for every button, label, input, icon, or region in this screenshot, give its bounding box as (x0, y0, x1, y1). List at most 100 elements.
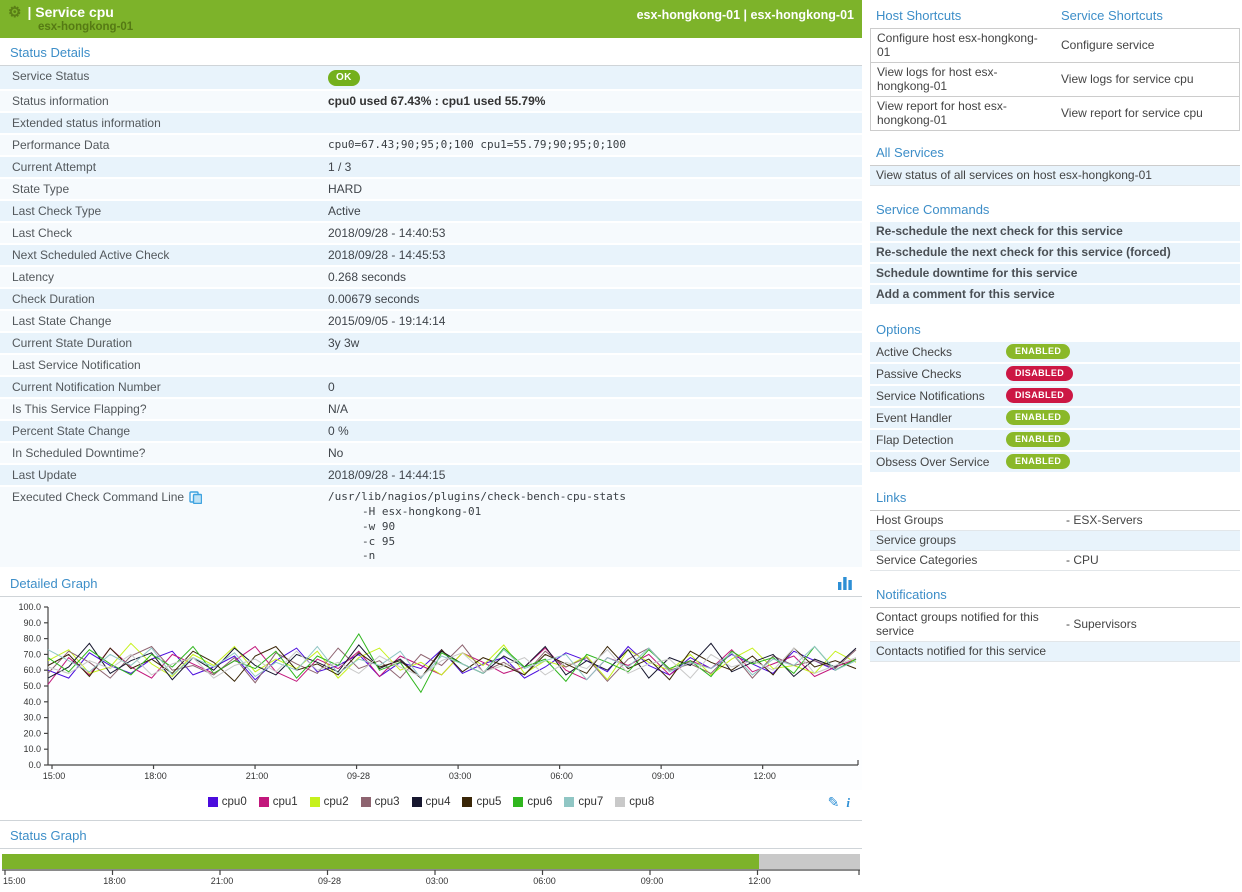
legend-swatch (310, 797, 320, 807)
link-row-label: Service Categories (876, 553, 1066, 567)
legend-item-cpu1: cpu1 (259, 796, 298, 808)
status-row-label: Extended status information (0, 116, 328, 130)
svg-text:10.0: 10.0 (23, 744, 41, 754)
status-row: Last Check TypeActive (0, 201, 862, 221)
gear-icon[interactable]: ⚙ (8, 5, 21, 20)
status-row-value: 2018/09/28 - 14:45:53 (328, 248, 453, 262)
legend-swatch (412, 797, 422, 807)
option-state-badge[interactable]: DISABLED (1006, 388, 1073, 403)
option-state-badge[interactable]: ENABLED (1006, 432, 1070, 447)
host-shortcut-link[interactable]: View report for host esx-hongkong-01 (871, 97, 1056, 131)
notification-row-label: Contacts notified for this service (876, 644, 1066, 658)
status-row: Current Attempt1 / 3 (0, 157, 862, 177)
svg-text:09:00: 09:00 (641, 876, 664, 886)
status-row-label: Status information (0, 94, 328, 108)
status-row-value: 2018/09/28 - 14:44:15 (328, 468, 453, 482)
svg-text:18:00: 18:00 (103, 876, 126, 886)
svg-text:09-28: 09-28 (347, 771, 370, 781)
svg-text:15:00: 15:00 (3, 876, 26, 886)
legend-swatch (259, 797, 269, 807)
status-row-value: OK (328, 69, 368, 86)
all-services-link[interactable]: View status of all services on host esx-… (870, 165, 1240, 186)
service-shortcut-link[interactable]: View logs for service cpu (1055, 63, 1240, 97)
shortcut-row: Configure host esx-hongkong-01Configure … (871, 29, 1240, 63)
status-row-label: State Type (0, 182, 328, 196)
status-row-value: No (328, 446, 351, 460)
svg-text:40.0: 40.0 (23, 697, 41, 707)
service-shortcut-link[interactable]: View report for service cpu (1055, 97, 1240, 131)
svg-text:03:00: 03:00 (426, 876, 449, 886)
status-row-label: Latency (0, 270, 328, 284)
notifications-list: Contact groups notified for this service… (870, 607, 1240, 662)
status-row: Current State Duration3y 3w (0, 333, 862, 353)
options-list: Active ChecksENABLEDPassive ChecksDISABL… (870, 342, 1240, 474)
host-subtitle: esx-hongkong-01 (38, 21, 854, 33)
svg-text:80.0: 80.0 (23, 634, 41, 644)
info-row: Contact groups notified for this service… (870, 607, 1240, 642)
bar-chart-icon[interactable] (838, 577, 852, 590)
legend-swatch (208, 797, 218, 807)
option-row: Obsess Over ServiceENABLED (870, 452, 1240, 474)
option-state-badge[interactable]: ENABLED (1006, 344, 1070, 359)
status-row-label: Current State Duration (0, 336, 328, 350)
svg-text:12:00: 12:00 (748, 876, 771, 886)
option-row: Event HandlerENABLED (870, 408, 1240, 430)
status-row-value: 1 / 3 (328, 160, 359, 174)
status-details-table: Service StatusOKStatus informationcpu0 u… (0, 66, 862, 567)
legend-item-cpu2: cpu2 (310, 796, 349, 808)
service-shortcut-link[interactable]: Configure service (1055, 29, 1240, 63)
host-shortcut-link[interactable]: View logs for host esx-hongkong-01 (871, 63, 1056, 97)
svg-text:30.0: 30.0 (23, 713, 41, 723)
status-row: State TypeHARD (0, 179, 862, 199)
status-row: Latency0.268 seconds (0, 267, 862, 287)
option-row: Passive ChecksDISABLED (870, 364, 1240, 386)
status-details-heading: Status Details (10, 45, 90, 60)
service-command-link[interactable]: Add a comment for this service (870, 285, 1240, 306)
option-state-badge[interactable]: ENABLED (1006, 454, 1070, 469)
shortcut-row: View report for host esx-hongkong-01View… (871, 97, 1240, 131)
link-row-value[interactable]: - CPU (1066, 553, 1099, 567)
status-row-value: HARD (328, 182, 370, 196)
option-label: Obsess Over Service (876, 455, 1006, 469)
svg-text:60.0: 60.0 (23, 665, 41, 675)
status-row: Next Scheduled Active Check2018/09/28 - … (0, 245, 862, 265)
status-row-value: cpu0 used 67.43% : cpu1 used 55.79% (328, 94, 553, 108)
status-row: Status informationcpu0 used 67.43% : cpu… (0, 91, 862, 111)
option-row: Active ChecksENABLED (870, 342, 1240, 364)
info-row: Contacts notified for this service (870, 642, 1240, 662)
legend-swatch (513, 797, 523, 807)
svg-text:21:00: 21:00 (246, 771, 269, 781)
host-shortcut-link[interactable]: Configure host esx-hongkong-01 (871, 29, 1056, 63)
host-shortcuts-heading[interactable]: Host Shortcuts (870, 2, 1055, 28)
status-details-section: Status Details Service StatusOKStatus in… (0, 38, 862, 567)
option-state-badge[interactable]: ENABLED (1006, 410, 1070, 425)
header-host-breadcrumb: esx-hongkong-01 | esx-hongkong-01 (637, 8, 854, 22)
status-row: Check Duration0.00679 seconds (0, 289, 862, 309)
option-state-badge[interactable]: DISABLED (1006, 366, 1073, 381)
pencil-icon[interactable]: ✎ (828, 794, 840, 811)
legend-item-cpu6: cpu6 (513, 796, 552, 808)
status-row-label: In Scheduled Downtime? (0, 446, 328, 460)
option-label: Passive Checks (876, 367, 1006, 381)
status-row-label: Last Service Notification (0, 358, 328, 372)
series-cpu6 (48, 634, 856, 692)
notification-row-label: Contact groups notified for this service (876, 610, 1066, 638)
svg-text:90.0: 90.0 (23, 618, 41, 628)
option-row: Flap DetectionENABLED (870, 430, 1240, 452)
service-command-link[interactable]: Re-schedule the next check for this serv… (870, 243, 1240, 264)
service-command-link[interactable]: Schedule downtime for this service (870, 264, 1240, 285)
status-row-value: 3y 3w (328, 336, 367, 350)
service-shortcuts-heading[interactable]: Service Shortcuts (1055, 2, 1240, 28)
legend-item-cpu7: cpu7 (564, 796, 603, 808)
detailed-graph-section: Detailed Graph 0.010.020.030.040.050.060… (0, 569, 862, 818)
service-command-link[interactable]: Re-schedule the next check for this serv… (870, 222, 1240, 243)
svg-text:0.0: 0.0 (28, 760, 41, 770)
status-row: Service StatusOK (0, 66, 862, 89)
status-row-value: 0.00679 seconds (328, 292, 427, 306)
status-row: Executed Check Command Line/usr/lib/nagi… (0, 487, 862, 567)
notification-row-value[interactable]: - Supervisors (1066, 617, 1137, 631)
clipboard-icon[interactable] (189, 490, 202, 504)
link-row-value[interactable]: - ESX-Servers (1066, 513, 1143, 527)
info-icon[interactable]: i (846, 795, 850, 811)
all-services-heading[interactable]: All Services (870, 139, 1240, 165)
